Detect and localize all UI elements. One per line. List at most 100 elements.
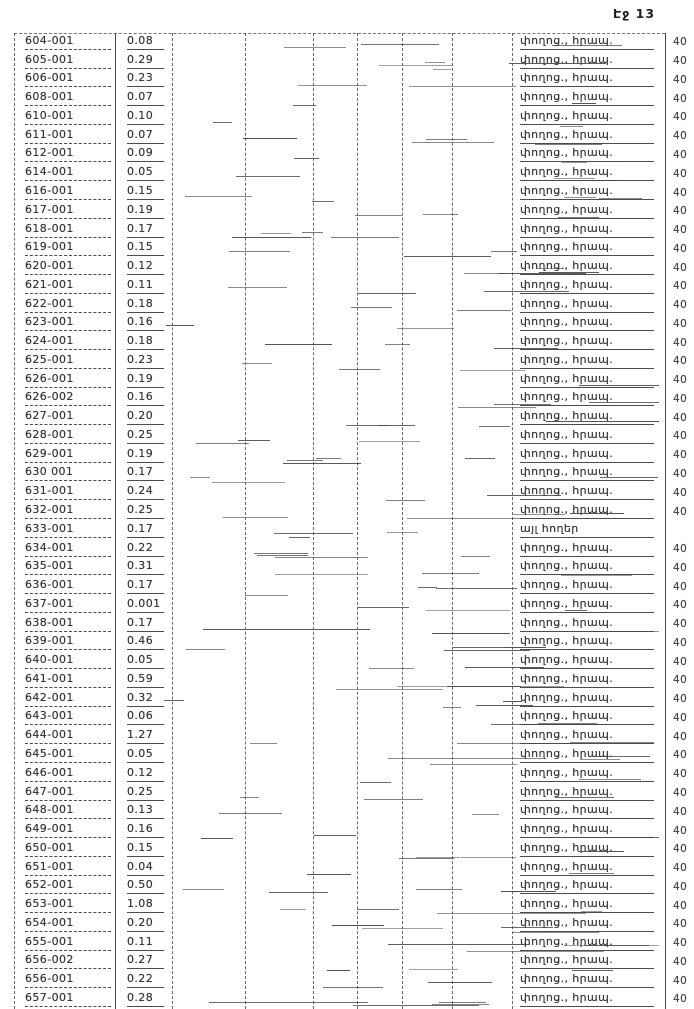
scan-artifact-dash — [294, 158, 320, 160]
zone-number-text: 40 — [673, 186, 688, 199]
area-value-cell: 0.001 — [115, 596, 172, 615]
empty-cell — [402, 33, 452, 52]
parcel-code-cell-text: 642-001 — [25, 691, 111, 707]
parcel-code-cell-text: 624-001 — [25, 335, 111, 351]
area-value-cell-text: 1.27 — [127, 729, 164, 745]
empty-cell — [313, 709, 357, 728]
land-use-cell-text: փողոց., հրապ. — [520, 916, 654, 932]
parcel-code-cell-text: 612-001 — [25, 147, 111, 163]
area-value-cell: 0.50 — [115, 877, 172, 896]
scan-artifact-dash — [452, 646, 509, 648]
parcel-code-cell: 631-001 — [14, 483, 115, 502]
zone-number-cell: 40 — [665, 108, 694, 127]
empty-cell — [172, 709, 245, 728]
empty-cell — [172, 915, 245, 934]
empty-cell — [245, 183, 313, 202]
area-value-cell: 0.10 — [115, 108, 172, 127]
scan-artifact-dash — [378, 424, 416, 426]
scan-artifact-dash — [599, 477, 659, 479]
scan-artifact-dash — [483, 290, 569, 292]
empty-cell — [313, 727, 357, 746]
zone-number-cell: 40 — [665, 183, 694, 202]
empty-cell — [452, 146, 512, 165]
zone-number-text: 40 — [673, 505, 688, 518]
empty-cell — [172, 183, 245, 202]
area-value-cell-text: 0.05 — [127, 747, 164, 763]
empty-cell — [357, 671, 402, 690]
empty-cell — [402, 127, 452, 146]
zone-number-text: 40 — [673, 862, 688, 875]
zone-number-text: 40 — [673, 224, 688, 237]
empty-cell — [245, 52, 313, 71]
scan-artifact-dash — [184, 195, 253, 197]
scan-artifact-dash — [554, 797, 615, 799]
land-use-cell: փողոց., հրապ. — [512, 634, 665, 653]
empty-cell — [172, 408, 245, 427]
area-value-cell-text: 0.19 — [127, 372, 164, 388]
scan-artifact-dash — [164, 700, 185, 702]
land-use-cell: փողոց., հրապ. — [512, 465, 665, 484]
empty-cell — [452, 765, 512, 784]
zone-number-text: 40 — [673, 824, 688, 837]
zone-number-text: 40 — [673, 317, 688, 330]
parcel-code-cell-text: 633-001 — [25, 522, 111, 538]
scan-artifact-dash — [552, 44, 623, 46]
land-use-cell-text: փողոց., հրապ. — [520, 353, 654, 369]
zone-number-text: 40 — [673, 599, 688, 612]
land-use-cell: փողոց., հրապ. — [512, 71, 665, 90]
land-use-cell: փողոց., հրապ. — [512, 52, 665, 71]
table-vertical-rule — [245, 33, 246, 1009]
empty-cell — [172, 671, 245, 690]
empty-cell — [172, 765, 245, 784]
empty-cell — [172, 277, 245, 296]
parcel-code-cell: 653-001 — [14, 896, 115, 915]
empty-cell — [313, 465, 357, 484]
parcel-code-cell: 616-001 — [14, 183, 115, 202]
empty-cell — [402, 727, 452, 746]
empty-cell — [357, 802, 402, 821]
scan-artifact-dash — [201, 838, 234, 840]
empty-cell — [313, 765, 357, 784]
empty-cell — [245, 596, 313, 615]
land-use-cell-text: փողոց., հրապ. — [520, 128, 654, 144]
land-use-cell: փողոց., հրապ. — [512, 89, 665, 108]
empty-cell — [357, 690, 402, 709]
parcel-code-cell: 656-001 — [14, 971, 115, 990]
zone-number-text: 40 — [673, 974, 688, 987]
empty-cell — [357, 390, 402, 409]
scan-artifact-dash — [240, 796, 259, 798]
parcel-code-cell: 651-001 — [14, 859, 115, 878]
empty-cell — [402, 802, 452, 821]
land-use-cell-text: փողոց., հրապ. — [520, 504, 654, 520]
parcel-code-cell-text: 611-001 — [25, 128, 111, 144]
area-value-cell-text: 0.18 — [127, 297, 164, 313]
empty-cell — [245, 33, 313, 52]
scan-artifact-dash — [498, 273, 587, 275]
table-row: 604-001 0.08 փողոց., հրապ. 40 — [14, 33, 694, 52]
scan-artifact-dash — [406, 518, 527, 520]
empty-cell — [357, 727, 402, 746]
area-value-cell: 0.06 — [115, 709, 172, 728]
empty-cell — [172, 371, 245, 390]
empty-cell — [452, 183, 512, 202]
area-value-cell-text: 0.23 — [127, 353, 164, 369]
land-use-cell-text: փողոց., հրապ. — [520, 991, 654, 1007]
scan-artifact-dash — [544, 180, 618, 182]
empty-cell — [402, 971, 452, 990]
land-use-cell-text: փողոց., հրապ. — [520, 710, 654, 726]
land-use-cell-text: փողոց., հրապ. — [520, 597, 654, 613]
parcel-code-cell: 624-001 — [14, 333, 115, 352]
scan-artifact-dash — [286, 460, 323, 462]
empty-cell — [357, 502, 402, 521]
empty-cell — [172, 727, 245, 746]
land-use-cell-text: փողոց., հրապ. — [520, 579, 654, 595]
parcel-code-cell-text: 653-001 — [25, 898, 111, 914]
area-value-cell: 0.07 — [115, 127, 172, 146]
area-value-cell-text: 0.15 — [127, 185, 164, 200]
area-value-cell-text: 0.18 — [127, 335, 164, 351]
empty-cell — [402, 221, 452, 240]
empty-cell — [452, 971, 512, 990]
empty-cell — [245, 840, 313, 859]
empty-cell — [245, 784, 313, 803]
scan-artifact-dash — [571, 970, 614, 972]
